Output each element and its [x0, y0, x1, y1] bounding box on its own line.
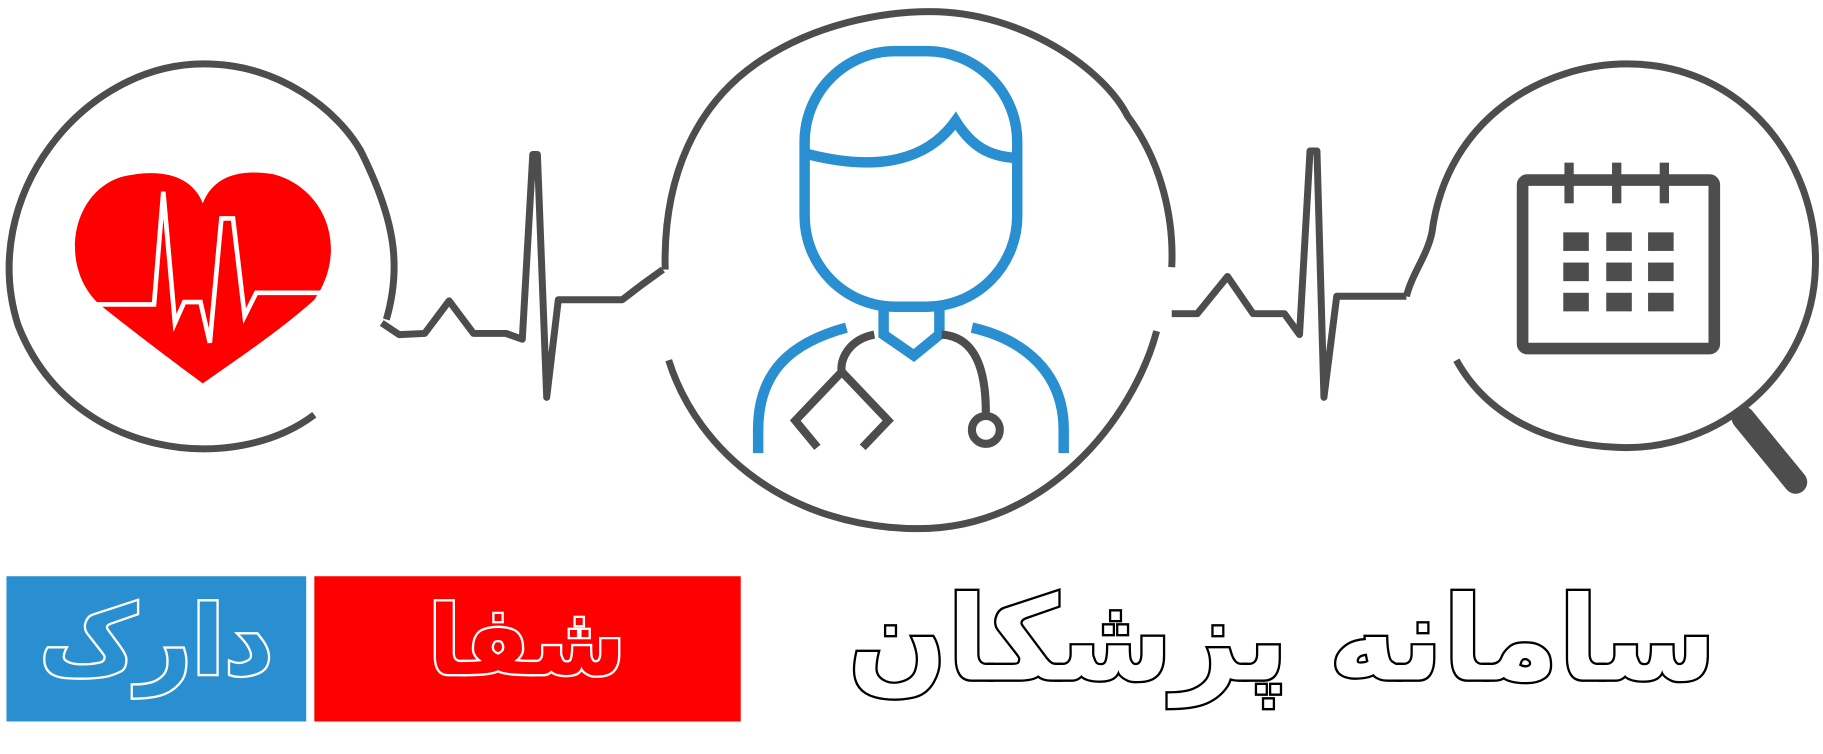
heart-pulse: [95, 191, 321, 344]
magnifier-handle: [1731, 406, 1808, 494]
blue-box: [6, 576, 307, 722]
left-circle: [5, 60, 398, 453]
center-circle: [661, 8, 1176, 533]
brand-blue: دارک: [39, 587, 273, 697]
doctor-icon: [752, 45, 1069, 454]
calendar-icon: [1516, 162, 1721, 355]
heart-icon: [74, 172, 331, 384]
right-circle: [1403, 60, 1819, 451]
brand-red: شفا: [428, 587, 626, 697]
heartbeat-line: [379, 147, 1407, 401]
red-box: [314, 576, 741, 722]
title: سامانه پزشکان: [848, 573, 1716, 709]
stethoscope: [789, 330, 1004, 451]
